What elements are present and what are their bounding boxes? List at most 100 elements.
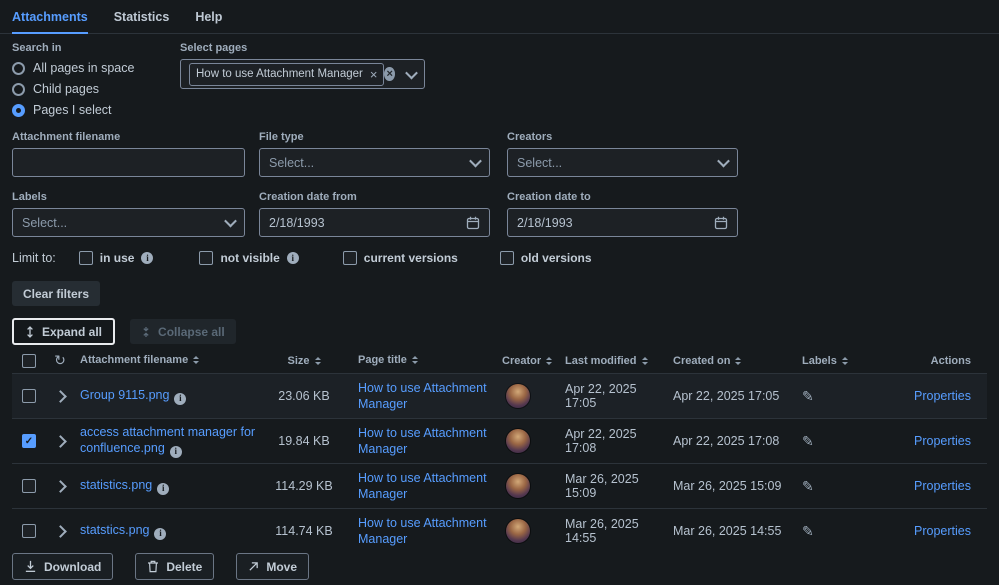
creators-placeholder: Select... [517,156,562,170]
clear-filters-label: Clear filters [23,287,89,301]
creation-date-to-input[interactable] [517,216,714,230]
attachment-filename-link[interactable]: access attachment manager for confluence… [80,425,255,455]
checkbox-icon[interactable] [500,251,514,265]
labels-placeholder: Select... [22,216,67,230]
expand-row-icon[interactable] [54,435,67,448]
header-labels: Labels [802,355,837,367]
size-cell: 114.29 KB [264,479,344,493]
download-button[interactable]: Download [12,553,113,580]
file-type-select[interactable]: Select... [259,148,490,177]
checkbox-current-versions[interactable]: current versions [343,251,458,265]
calendar-icon[interactable] [714,216,728,230]
creation-date-from-input[interactable] [269,216,466,230]
radio-all-pages-in-space[interactable]: All pages in space [12,61,134,75]
row-checkbox[interactable] [22,479,36,493]
refresh-icon[interactable] [54,352,66,369]
creation-date-to-field: Creation date to [507,191,738,237]
sort-icon[interactable] [315,357,321,365]
attachment-filename-link[interactable]: Group 9115.png [80,388,169,402]
calendar-icon[interactable] [466,216,480,230]
sort-icon[interactable] [193,356,199,364]
creator-avatar[interactable] [506,519,530,543]
header-actions: Actions [931,355,971,367]
row-checkbox[interactable] [22,434,36,448]
info-icon[interactable] [170,446,182,458]
last-modified-cell: Apr 22, 2025 17:05 [552,382,662,410]
creators-select[interactable]: Select... [507,148,738,177]
creation-date-from-input-wrap [259,208,490,237]
download-label: Download [44,560,101,574]
sort-icon[interactable] [412,356,418,364]
radio-icon[interactable] [12,104,25,117]
move-button[interactable]: Move [236,553,309,580]
radio-icon[interactable] [12,83,25,96]
creator-avatar[interactable] [506,474,530,498]
attachment-filename-input[interactable] [12,148,245,177]
info-icon[interactable] [141,252,153,264]
checkbox-in-use[interactable]: in use [79,251,154,265]
chevron-down-icon[interactable] [717,155,730,168]
clear-filters-button[interactable]: Clear filters [12,281,100,306]
creation-date-to-input-wrap [507,208,738,237]
select-pages-input[interactable]: How to use Attachment Manager [180,59,425,89]
checkbox-icon[interactable] [79,251,93,265]
checkbox-not-visible[interactable]: not visible [199,251,298,265]
properties-link[interactable]: Properties [914,524,971,538]
creator-avatar[interactable] [506,429,530,453]
row-checkbox[interactable] [22,524,36,538]
chevron-down-icon[interactable] [224,215,237,228]
chevron-down-icon[interactable] [405,66,418,79]
properties-link[interactable]: Properties [914,479,971,493]
expand-row-icon[interactable] [54,480,67,493]
sort-icon[interactable] [842,357,848,365]
chevron-down-icon[interactable] [469,155,482,168]
checkbox-old-versions[interactable]: old versions [500,251,592,265]
page-title-link[interactable]: How to use Attachment Manager [358,426,487,456]
top-nav: Attachments Statistics Help [0,0,999,34]
radio-icon[interactable] [12,62,25,75]
file-type-field: File type Select... [259,131,490,177]
trash-icon [147,560,159,573]
file-type-label: File type [259,131,490,143]
collapse-all-button[interactable]: Collapse all [130,319,236,344]
page-title-link[interactable]: How to use Attachment Manager [358,516,487,546]
header-last-modified: Last modified [565,355,637,367]
clear-selection-icon[interactable] [384,67,395,81]
bulk-actions-bar: Download Delete Move [0,548,999,585]
radio-pages-i-select[interactable]: Pages I select [12,103,134,117]
select-all-checkbox[interactable] [22,354,36,368]
expand-row-icon[interactable] [54,525,67,538]
tag-remove-icon[interactable] [370,68,378,81]
checkbox-icon[interactable] [199,251,213,265]
radio-child-pages[interactable]: Child pages [12,82,134,96]
edit-labels-icon[interactable] [802,433,814,450]
delete-button[interactable]: Delete [135,553,214,580]
edit-labels-icon[interactable] [802,388,814,405]
file-type-placeholder: Select... [269,156,314,170]
checkbox-icon[interactable] [343,251,357,265]
tab-statistics[interactable]: Statistics [114,0,170,33]
table-row: statistics.png 114.29 KB How to use Atta… [12,464,987,509]
sort-icon[interactable] [642,357,648,365]
page-title-link[interactable]: How to use Attachment Manager [358,381,487,411]
info-icon[interactable] [157,483,169,495]
attachment-filename-link[interactable]: statstics.png [80,523,149,537]
tab-help[interactable]: Help [195,0,222,33]
labels-select[interactable]: Select... [12,208,245,237]
expand-all-button[interactable]: Expand all [12,318,115,345]
tab-attachments[interactable]: Attachments [12,0,88,33]
creator-avatar[interactable] [506,384,530,408]
expand-row-icon[interactable] [54,390,67,403]
edit-labels-icon[interactable] [802,478,814,495]
checkbox-label: current versions [364,251,458,265]
info-icon[interactable] [287,252,299,264]
attachment-filename-link[interactable]: statistics.png [80,478,152,492]
sort-icon[interactable] [735,357,741,365]
info-icon[interactable] [174,393,186,405]
row-checkbox[interactable] [22,389,36,403]
properties-link[interactable]: Properties [914,389,971,403]
properties-link[interactable]: Properties [914,434,971,448]
page-title-link[interactable]: How to use Attachment Manager [358,471,487,501]
info-icon[interactable] [154,528,166,540]
edit-labels-icon[interactable] [802,523,814,540]
